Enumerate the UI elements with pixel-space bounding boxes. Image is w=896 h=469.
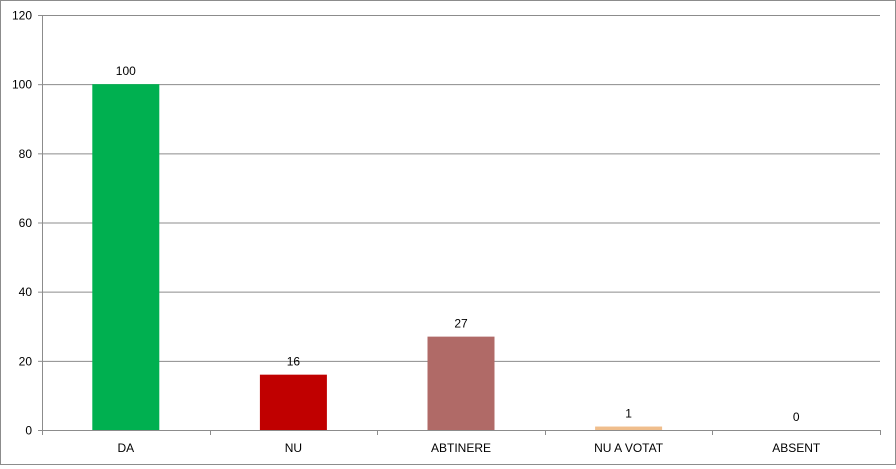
x-tick-label: NU: [285, 441, 302, 455]
x-tick-label: NU A VOTAT: [594, 441, 664, 455]
bar-nu: [259, 374, 327, 430]
bar-nu-a-votat: [595, 426, 663, 430]
y-tick-label: 80: [19, 147, 33, 161]
data-label: 0: [793, 410, 800, 424]
bar-da: [92, 84, 160, 431]
data-label: 27: [454, 317, 468, 331]
data-label: 16: [287, 355, 301, 369]
bar-abtinere: [427, 336, 495, 430]
y-tick-label: 120: [12, 9, 32, 23]
x-tick-label: ABSENT: [772, 441, 821, 455]
y-tick-label: 40: [19, 285, 33, 299]
x-tick-label: ABTINERE: [431, 441, 491, 455]
y-tick-label: 0: [25, 424, 32, 438]
x-tick-label: DA: [117, 441, 134, 455]
data-label: 1: [625, 407, 632, 421]
data-label: 100: [116, 64, 136, 78]
y-tick-label: 20: [19, 354, 33, 368]
y-tick-label: 60: [19, 216, 33, 230]
y-tick-label: 100: [12, 78, 32, 92]
